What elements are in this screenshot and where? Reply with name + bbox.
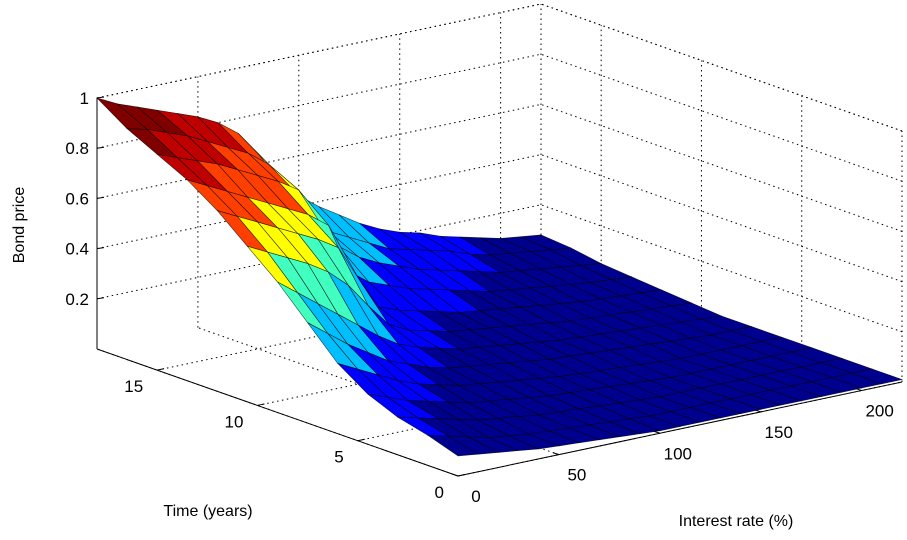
axis-box [96,96,903,477]
x-axis-line [457,381,903,477]
z-tick-label: 0.6 [65,189,89,208]
y-axis-label: Time (years) [163,503,252,520]
y-tick-label: 5 [334,448,343,467]
x-axis-label: Interest rate (%) [679,513,794,530]
grid-line [540,3,903,132]
z-tick-mark [96,297,105,300]
grid-line [96,3,542,99]
y-tick-label: 15 [124,377,143,396]
grid-line [157,275,602,371]
z-tick-mark [96,196,105,199]
x-tick-label: 100 [664,444,692,463]
z-tick-label: 0.4 [65,240,89,259]
z-tick-mark [96,146,105,149]
z-tick-mark [96,96,105,99]
x-tick-mark [451,473,459,477]
z-tick-mark [96,247,105,250]
grid-line [540,103,903,232]
y-tick-label: 10 [225,412,244,431]
z-tick-label: 1 [80,89,89,108]
z-tick-label: 0.2 [65,290,89,309]
grid-line [540,154,903,283]
z-tick-label: 0.8 [65,139,89,158]
grid-line [96,103,542,199]
y-tick-mark [457,474,466,477]
z-axis-label: Bond price [11,187,28,264]
y-tick-mark [357,438,365,442]
y-tick-label: 0 [435,483,444,502]
grid-line [96,204,542,300]
y-tick-mark [257,403,265,406]
surface-patch [850,368,904,385]
x-tick-label: 50 [567,466,586,485]
x-tick-mark [552,452,560,456]
x-tick-label: 0 [471,487,480,506]
grid-line [540,204,903,333]
grid-line [540,53,903,182]
axis-labels: Bond price Time (years) Interest rate (%… [11,187,793,530]
x-tick-label: 150 [765,423,793,442]
surface-mesh [95,97,904,457]
grid-line [257,310,702,406]
y-tick-mark [157,368,165,371]
grid-line [96,154,542,250]
x-tick-label: 200 [865,402,893,421]
